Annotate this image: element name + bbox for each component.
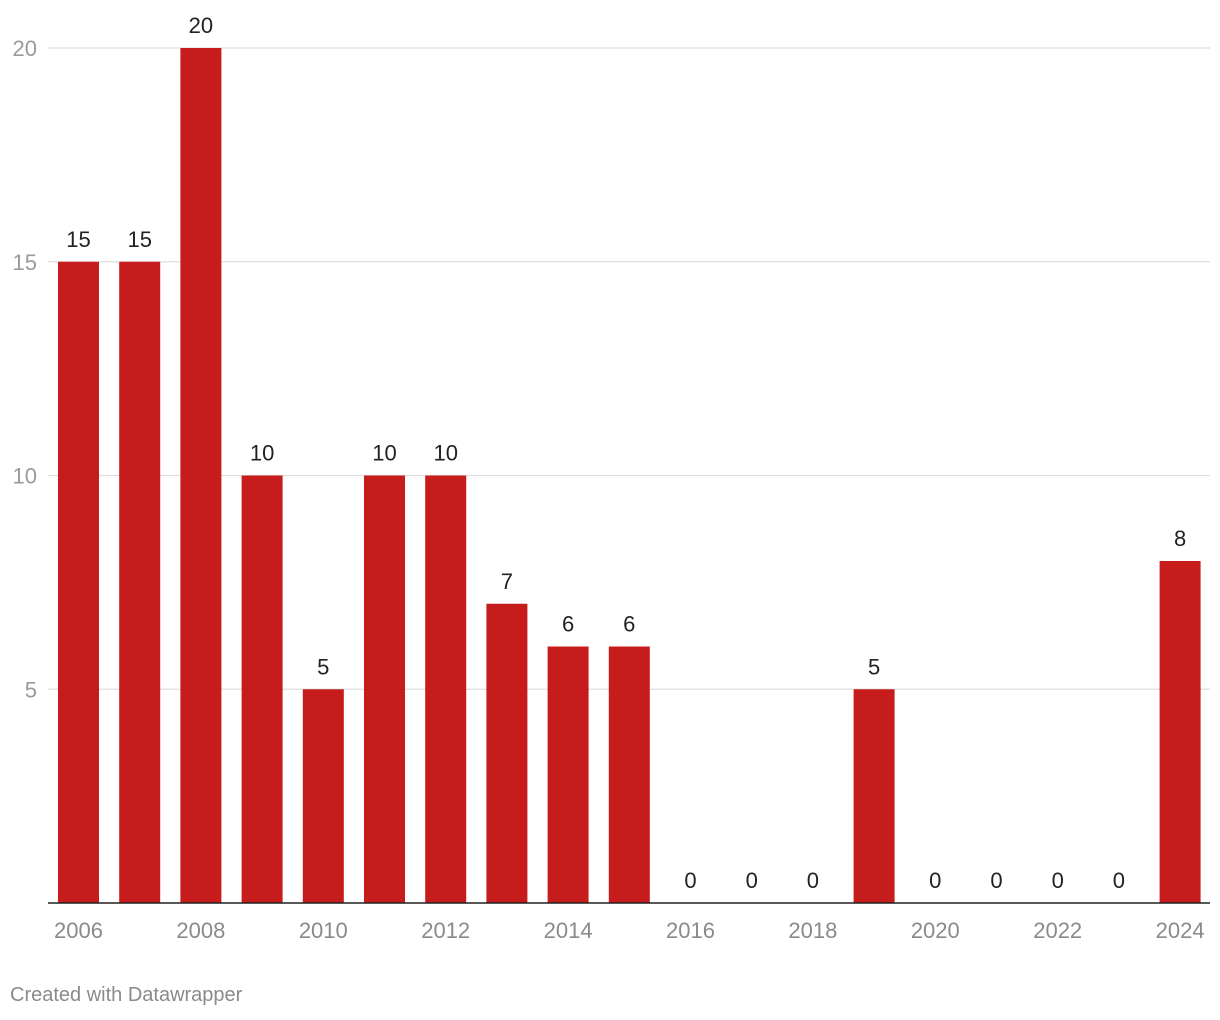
bar-value-labels: 15 15 20 10 5 10 10 7 6 6 0 0 0 5 0 0 0 0 8 (66, 13, 1186, 893)
bar-value-label-2007: 15 (127, 227, 151, 252)
grid-lines (48, 47, 1210, 690)
bar-value-label-2013: 7 (501, 569, 513, 594)
bar-value-label-2009: 10 (250, 441, 274, 466)
bar-2013 (486, 603, 528, 903)
y-tick-label: 5 (25, 677, 37, 702)
x-tick-label-2018: 2018 (788, 918, 837, 943)
y-tick-label: 20 (13, 36, 37, 61)
y-axis-ticks: 5 10 15 20 (13, 36, 37, 702)
bar-value-label-2023: 0 (1113, 868, 1125, 893)
bar-value-label-2022: 0 (1052, 868, 1064, 893)
bar-value-label-2012: 10 (433, 441, 457, 466)
x-tick-label-2014: 2014 (544, 918, 593, 943)
bar-2008 (180, 48, 222, 903)
x-tick-label-2016: 2016 (666, 918, 715, 943)
bar-value-label-2021: 0 (990, 868, 1002, 893)
bar-2011 (364, 475, 405, 903)
x-tick-label-2008: 2008 (176, 918, 225, 943)
bar-2010 (302, 689, 344, 903)
bar-value-label-2020: 0 (929, 868, 941, 893)
bar-value-label-2008: 20 (189, 13, 213, 38)
y-tick-label: 10 (13, 464, 37, 489)
x-tick-label-2024: 2024 (1156, 918, 1205, 943)
bar-2014 (547, 646, 589, 903)
bar-2006 (58, 261, 99, 903)
x-axis-ticks: 2006 2008 2010 2012 2014 2016 2018 2020 2022 2024 (54, 918, 1205, 943)
bar-value-label-2014: 6 (562, 612, 574, 637)
x-tick-label-2022: 2022 (1033, 918, 1082, 943)
bar-value-label-2019: 5 (868, 654, 880, 679)
bar-2019 (853, 689, 895, 903)
y-tick-label: 15 (13, 250, 37, 275)
x-tick-label-2006: 2006 (54, 918, 103, 943)
bar-2024 (1159, 561, 1201, 903)
bar-2007 (119, 261, 161, 903)
bar-2015 (608, 646, 650, 903)
bar-value-label-2006: 15 (66, 227, 90, 252)
x-tick-label-2012: 2012 (421, 918, 470, 943)
bar-value-label-2011: 10 (372, 441, 396, 466)
x-tick-label-2020: 2020 (911, 918, 960, 943)
bar-2012 (425, 475, 467, 903)
bar-value-label-2010: 5 (317, 654, 329, 679)
bar-value-label-2024: 8 (1174, 526, 1186, 551)
bars (58, 48, 1201, 903)
datawrapper-credit: Created with Datawrapper (10, 984, 243, 1006)
bar-value-label-2015: 6 (623, 612, 635, 637)
bar-value-label-2017: 0 (746, 868, 758, 893)
bar-value-label-2016: 0 (684, 868, 696, 893)
x-tick-label-2010: 2010 (299, 918, 348, 943)
bar-value-label-2018: 0 (807, 868, 819, 893)
bar-2009 (241, 475, 283, 903)
